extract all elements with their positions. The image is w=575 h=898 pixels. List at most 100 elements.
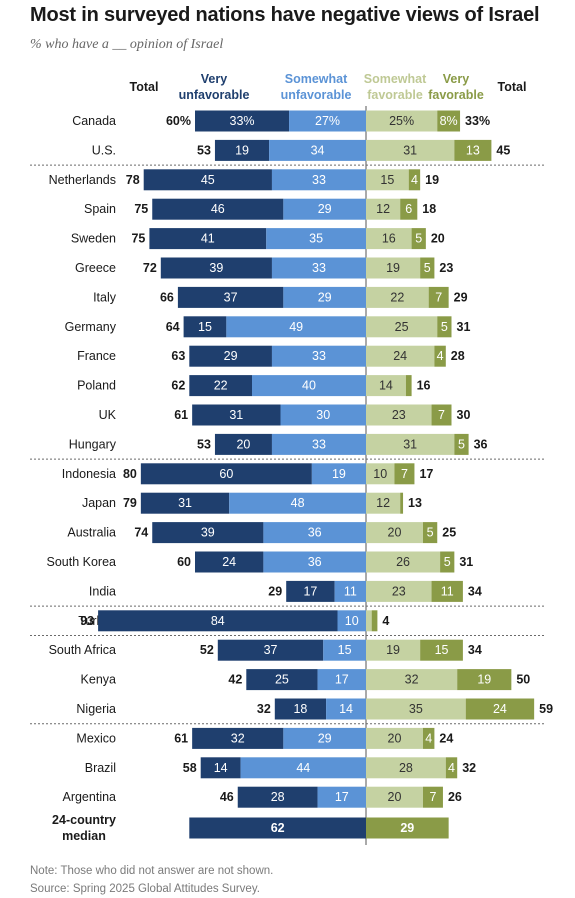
- bar-somewhat-unfavorable: [252, 375, 366, 397]
- label-total-unfavorable: 60%: [166, 114, 191, 128]
- label-total-favorable: 23: [439, 261, 453, 275]
- header-very-favorable-line2: favorable: [428, 88, 484, 102]
- chart-row: Canada 33% 27% 25% 8% 60% 33%: [72, 110, 490, 132]
- label-total-favorable: 24: [439, 731, 453, 745]
- label-very-unfavorable: 18: [293, 702, 307, 716]
- label-somewhat-unfavorable: 29: [318, 290, 332, 304]
- bar-very-favorable: [423, 727, 435, 749]
- bar-very-unfavorable: [177, 286, 284, 308]
- label-very-unfavorable: 31: [229, 408, 243, 422]
- label-very-favorable: 8%: [440, 114, 458, 128]
- bar-somewhat-favorable: [366, 198, 401, 220]
- median-bar-favorable: [366, 817, 449, 839]
- bar-very-favorable: [408, 169, 421, 191]
- bar-very-favorable: [400, 492, 404, 514]
- category-label: Netherlands: [49, 173, 116, 187]
- chart-row: Japan 31 48 12 79 13: [82, 492, 422, 514]
- label-somewhat-unfavorable: 48: [291, 496, 305, 510]
- label-somewhat-unfavorable: 17: [335, 790, 349, 804]
- category-label: Australia: [67, 526, 116, 540]
- bar-somewhat-unfavorable: [311, 463, 366, 485]
- bar-somewhat-favorable: [366, 727, 423, 749]
- bar-somewhat-unfavorable: [283, 286, 366, 308]
- chart-row: Spain 46 29 12 6 75 18: [84, 198, 436, 220]
- chart-row: UK 31 30 23 7 61 30: [99, 404, 471, 426]
- chart-row: Mexico 32 29 20 4 61 24: [76, 727, 453, 749]
- label-very-unfavorable: 24: [222, 555, 236, 569]
- label-total-unfavorable: 32: [257, 702, 271, 716]
- category-label: U.S.: [92, 143, 116, 157]
- bar-somewhat-unfavorable: [271, 169, 366, 191]
- bar-very-unfavorable: [149, 228, 267, 250]
- label-very-favorable: 19: [477, 673, 491, 687]
- label-total-favorable: 33%: [465, 114, 490, 128]
- category-label: Spain: [84, 202, 116, 216]
- label-very-unfavorable: 32: [231, 731, 245, 745]
- label-somewhat-unfavorable: 19: [332, 467, 346, 481]
- bar-somewhat-unfavorable: [337, 610, 366, 632]
- bar-very-favorable: [465, 698, 535, 720]
- bar-somewhat-unfavorable: [266, 228, 366, 250]
- label-somewhat-favorable: 12: [376, 496, 390, 510]
- label-somewhat-unfavorable: 14: [339, 702, 353, 716]
- label-total-favorable: 45: [496, 143, 510, 157]
- label-somewhat-favorable: 23: [392, 584, 406, 598]
- bar-somewhat-unfavorable: [326, 698, 366, 720]
- label-total-favorable: 20: [431, 232, 445, 246]
- bar-very-unfavorable: [183, 316, 227, 338]
- source-text: Source: Spring 2025 Global Attitudes Sur…: [30, 883, 260, 895]
- label-total-favorable: 30: [457, 408, 471, 422]
- category-label: Argentina: [62, 790, 116, 804]
- chart-row: Greece 39 33 19 5 72 23: [75, 257, 453, 279]
- bar-somewhat-favorable: [366, 375, 406, 397]
- label-very-favorable: 5: [441, 320, 448, 334]
- bar-somewhat-favorable: [366, 463, 395, 485]
- bar-somewhat-favorable: [366, 257, 421, 279]
- bar-very-favorable: [445, 757, 458, 779]
- label-total-unfavorable: 64: [166, 320, 180, 334]
- bar-somewhat-favorable: [366, 169, 409, 191]
- header-total-favorable: Total: [498, 80, 527, 94]
- bar-somewhat-unfavorable: [229, 492, 366, 514]
- label-very-favorable: 11: [441, 584, 454, 598]
- bar-somewhat-favorable: [366, 669, 458, 691]
- label-total-unfavorable: 58: [183, 761, 197, 775]
- label-somewhat-unfavorable: 34: [311, 143, 325, 157]
- label-very-favorable: 7: [438, 408, 445, 422]
- bar-very-unfavorable: [214, 433, 272, 455]
- bar-very-favorable: [434, 345, 446, 367]
- label-total-unfavorable: 60: [177, 555, 191, 569]
- label-very-unfavorable: 15: [198, 320, 212, 334]
- label-very-unfavorable: 20: [236, 437, 250, 451]
- bar-somewhat-unfavorable: [289, 110, 366, 132]
- chart-row: South Korea 24 36 26 5 60 31: [47, 551, 473, 573]
- bar-somewhat-favorable: [366, 757, 446, 779]
- label-somewhat-favorable: 25%: [389, 114, 414, 128]
- label-very-unfavorable: 39: [201, 526, 215, 540]
- label-total-favorable: 19: [425, 173, 439, 187]
- label-somewhat-favorable: 16: [382, 232, 396, 246]
- median-bar-unfavorable: [189, 817, 366, 839]
- label-total-favorable: 32: [462, 761, 476, 775]
- label-somewhat-favorable: 22: [390, 290, 404, 304]
- bar-somewhat-unfavorable: [269, 139, 366, 161]
- label-very-favorable: 24: [493, 702, 507, 716]
- label-very-unfavorable: 14: [214, 761, 228, 775]
- bar-very-unfavorable: [152, 198, 284, 220]
- label-somewhat-unfavorable: 33: [312, 437, 326, 451]
- chart-subtitle: % who have a __ opinion of Israel: [30, 37, 224, 52]
- category-label: Japan: [82, 496, 116, 510]
- chart-title: Most in surveyed nations have negative v…: [30, 4, 540, 26]
- category-label: Kenya: [81, 673, 116, 687]
- label-very-favorable: 4: [411, 173, 418, 187]
- label-very-unfavorable: 31: [178, 496, 192, 510]
- bar-somewhat-unfavorable: [271, 345, 366, 367]
- label-total-unfavorable: 53: [197, 143, 211, 157]
- bar-very-favorable: [423, 522, 438, 544]
- category-label: Germany: [65, 320, 117, 334]
- bar-somewhat-unfavorable: [317, 669, 366, 691]
- label-somewhat-unfavorable: 36: [308, 526, 322, 540]
- label-very-unfavorable: 60: [219, 467, 233, 481]
- label-somewhat-unfavorable: 40: [302, 379, 316, 393]
